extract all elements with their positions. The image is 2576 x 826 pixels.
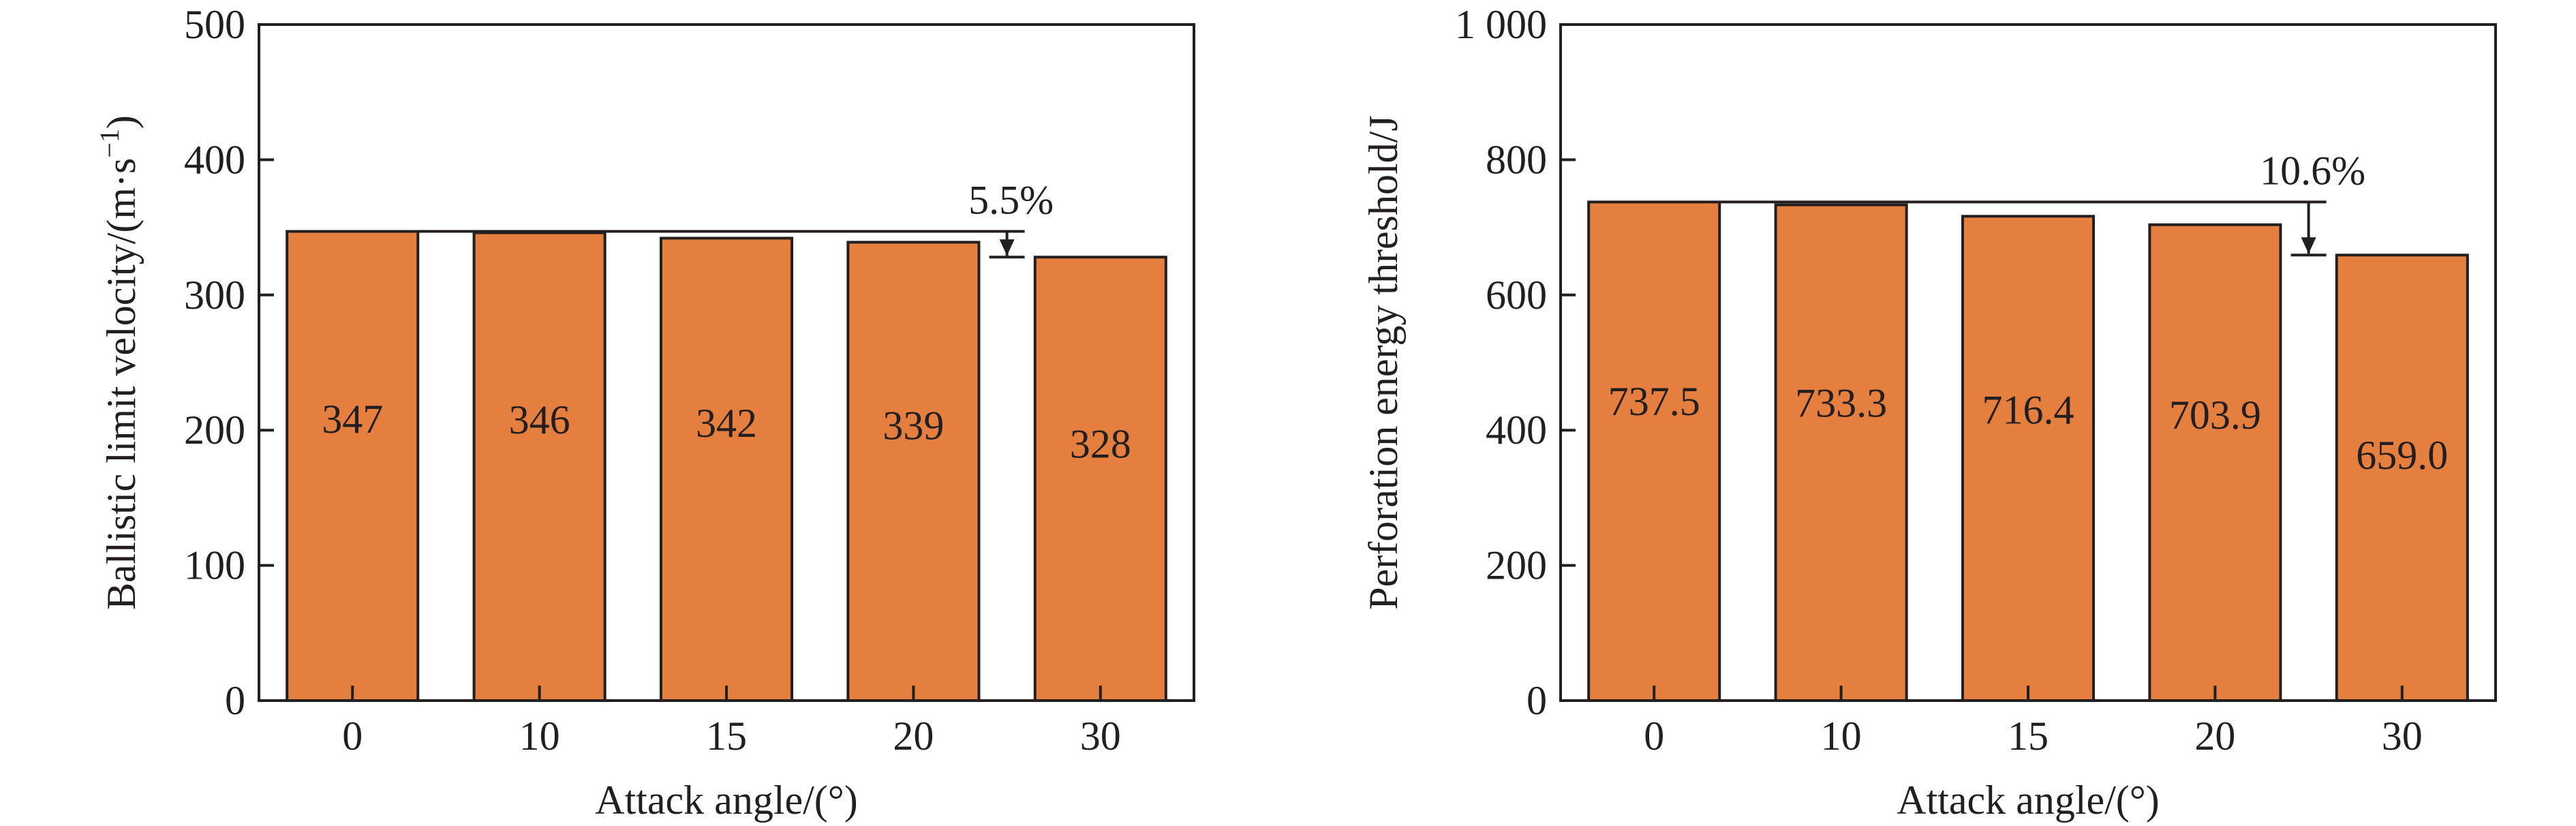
data-label-30: 659.0 (2356, 433, 2448, 478)
y-tick-label: 0 (225, 678, 245, 723)
annotation-label: 5.5% (968, 178, 1054, 223)
x-axis-title: Attack angle/(°) (1897, 778, 2160, 823)
x-axis-title: Attack angle/(°) (595, 778, 858, 823)
x-tick-label-0: 0 (1644, 714, 1664, 759)
bar-0 (1587, 200, 1721, 702)
bar-15 (659, 236, 794, 702)
y-axis-title: Ballistic limit velocity/(m·s−1) (94, 115, 144, 610)
data-label-0: 347 (322, 397, 383, 442)
data-label-0: 737.5 (1608, 379, 1700, 424)
bar-0 (286, 230, 420, 702)
bar-10 (1774, 203, 1908, 702)
x-tick-label-30: 30 (2382, 714, 2423, 759)
y-axis-title-superscript: −1 (94, 129, 125, 158)
reduction-annotation: 10.6% (1719, 148, 2365, 257)
data-label-15: 716.4 (1982, 388, 2074, 433)
y-tick-label: 0 (1527, 678, 1547, 723)
y-axis-title: Perforation energy threshold/J (1361, 115, 1406, 609)
data-label-30: 328 (1070, 422, 1131, 467)
y-tick-label: 400 (184, 137, 245, 182)
y-tick-label: 200 (184, 408, 245, 453)
y-axis-title-main: Ballistic limit velocity/(m·s (99, 158, 144, 610)
bar-30 (1033, 256, 1167, 702)
y-axis-ticks: 0 200 400 600 800 1 000 (1455, 2, 1576, 723)
x-tick-label-30: 30 (1080, 714, 1121, 759)
annotation-label: 10.6% (2260, 148, 2365, 193)
x-axis-ticks: 0 10 15 20 30 (1644, 686, 2423, 759)
y-axis-ticks: 0 100 200 300 400 500 (184, 2, 274, 723)
data-labels: 347 346 342 339 328 (322, 397, 1131, 467)
x-tick-label-10: 10 (1821, 714, 1862, 759)
bars (1587, 200, 2469, 703)
data-label-20: 339 (883, 403, 944, 448)
bar-20 (846, 241, 981, 702)
x-tick-label-20: 20 (893, 714, 934, 759)
y-tick-label: 800 (1486, 137, 1547, 182)
reduction-annotation: 5.5% (418, 178, 1054, 259)
y-tick-label: 600 (1486, 273, 1547, 318)
annotation-arrow-head (999, 239, 1015, 256)
data-label-10: 733.3 (1795, 381, 1887, 426)
data-label-10: 346 (509, 397, 570, 442)
bar-20 (2148, 223, 2282, 702)
bar-10 (472, 231, 607, 702)
y-tick-label: 1 000 (1455, 2, 1547, 47)
y-tick-label: 300 (184, 273, 245, 318)
velocity-chart: 347 346 342 339 328 0 100 200 300 400 500 0 10 15 20… (94, 2, 1195, 823)
data-labels: 737.5 733.3 716.4 703.9 659.0 (1608, 379, 2449, 478)
annotation-arrow-head (2301, 237, 2316, 254)
bar-30 (2335, 254, 2469, 703)
bar-15 (1961, 215, 2096, 703)
data-label-15: 342 (696, 401, 757, 446)
x-tick-label-10: 10 (519, 714, 560, 759)
y-tick-label: 500 (184, 2, 245, 47)
y-tick-label: 400 (1486, 408, 1547, 453)
x-tick-label-20: 20 (2194, 714, 2235, 759)
y-tick-label: 200 (1486, 543, 1547, 588)
x-axis-ticks: 0 10 15 20 30 (342, 686, 1121, 759)
x-tick-label-15: 15 (2008, 714, 2049, 759)
y-axis-title-close: ) (99, 115, 144, 129)
x-tick-label-0: 0 (342, 714, 363, 759)
x-tick-label-15: 15 (706, 714, 747, 759)
y-tick-label: 100 (184, 543, 245, 588)
bars (286, 230, 1167, 702)
data-label-20: 703.9 (2169, 393, 2261, 438)
